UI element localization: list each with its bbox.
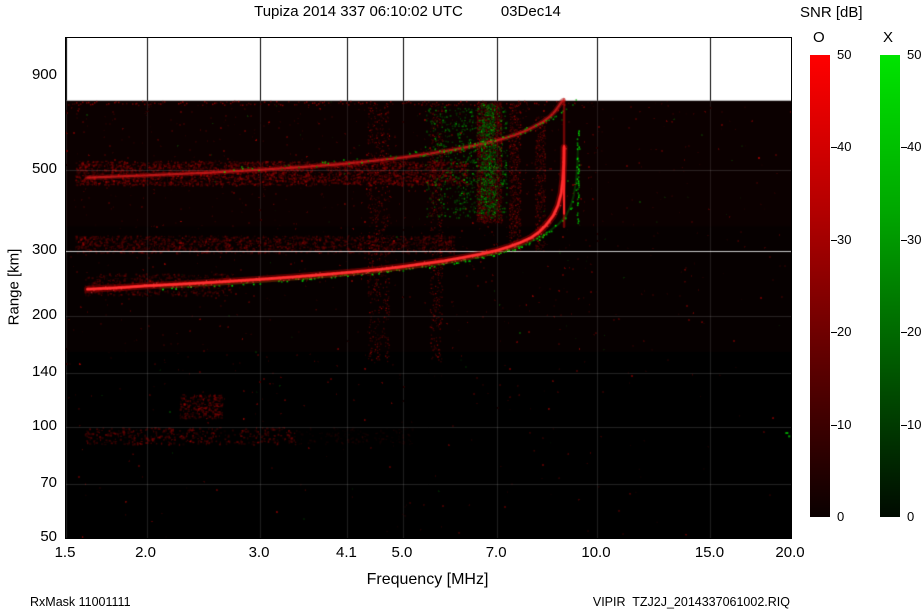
chart-title: Tupiza 2014 337 06:10:02 UTC [254,3,463,20]
y-tick-label: 900 [31,65,57,83]
x-tick-label: 2.0 [135,544,156,561]
colorbar-tick-dash [831,147,837,148]
y-tick-label: 70 [40,474,57,492]
colorbar-tick-label: 10 [907,417,922,432]
colorbar-tick-label: 40 [837,139,852,154]
colorbar-tick-label: 50 [907,47,922,62]
colorbar-tick-label: 20 [837,324,852,339]
footer-filename: VIPIR TZJ2J_2014337061002.RIQ [592,595,790,609]
colorbar-o [810,55,830,517]
x-tick-label: 15.0 [694,544,725,561]
colorbar-tick-label: 0 [837,509,845,524]
colorbar-tick-dash [831,240,837,241]
x-tick-label: 7.0 [485,544,507,561]
x-tick-label: 1.5 [54,544,76,561]
chart-title-row: Tupiza 2014 337 06:10:02 UTC 03Dec14 [45,3,770,20]
chart-date: 03Dec14 [500,3,561,20]
ionogram-canvas [66,38,791,538]
x-tick-label: 4.1 [336,544,357,561]
colorbar-title: SNR [dB] [800,4,863,21]
colorbar-tick-dash [901,332,907,333]
colorbar-tick-dash [901,240,907,241]
y-tick-label: 100 [31,417,57,435]
colorbar-tick-dash [831,332,837,333]
colorbar-tick-label: 20 [907,324,922,339]
colorbar-tick-label: 30 [907,232,922,247]
colorbar-tick-label: 30 [837,232,852,247]
y-tick-label: 50 [40,528,57,545]
y-tick-label: 200 [31,306,57,324]
x-tick-label: 10.0 [581,544,611,561]
x-tick-label: 5.0 [391,544,413,561]
colorbar-x-label: X [883,29,894,46]
footer-rxmask: RxMask 11001111 [30,595,131,609]
colorbar-x [880,55,900,517]
x-tick-label: 3.0 [248,544,270,561]
x-tick-label: 20.0 [775,544,805,561]
colorbar-tick-label: 40 [907,139,922,154]
x-axis-label: Frequency [MHz] [366,571,489,588]
y-tick-label: 140 [31,363,57,381]
colorbar-tick-label: 0 [907,509,915,524]
y-tick-label: 300 [31,241,57,259]
colorbar-o-label: O [813,29,825,46]
plot-frame [65,37,792,539]
colorbar-tick-label: 10 [837,417,852,432]
colorbar-tick-dash [901,425,907,426]
colorbar-tick-dash [901,147,907,148]
y-tick-label: 500 [31,159,57,177]
colorbar-tick-dash [831,425,837,426]
colorbar-tick-label: 50 [837,47,852,62]
